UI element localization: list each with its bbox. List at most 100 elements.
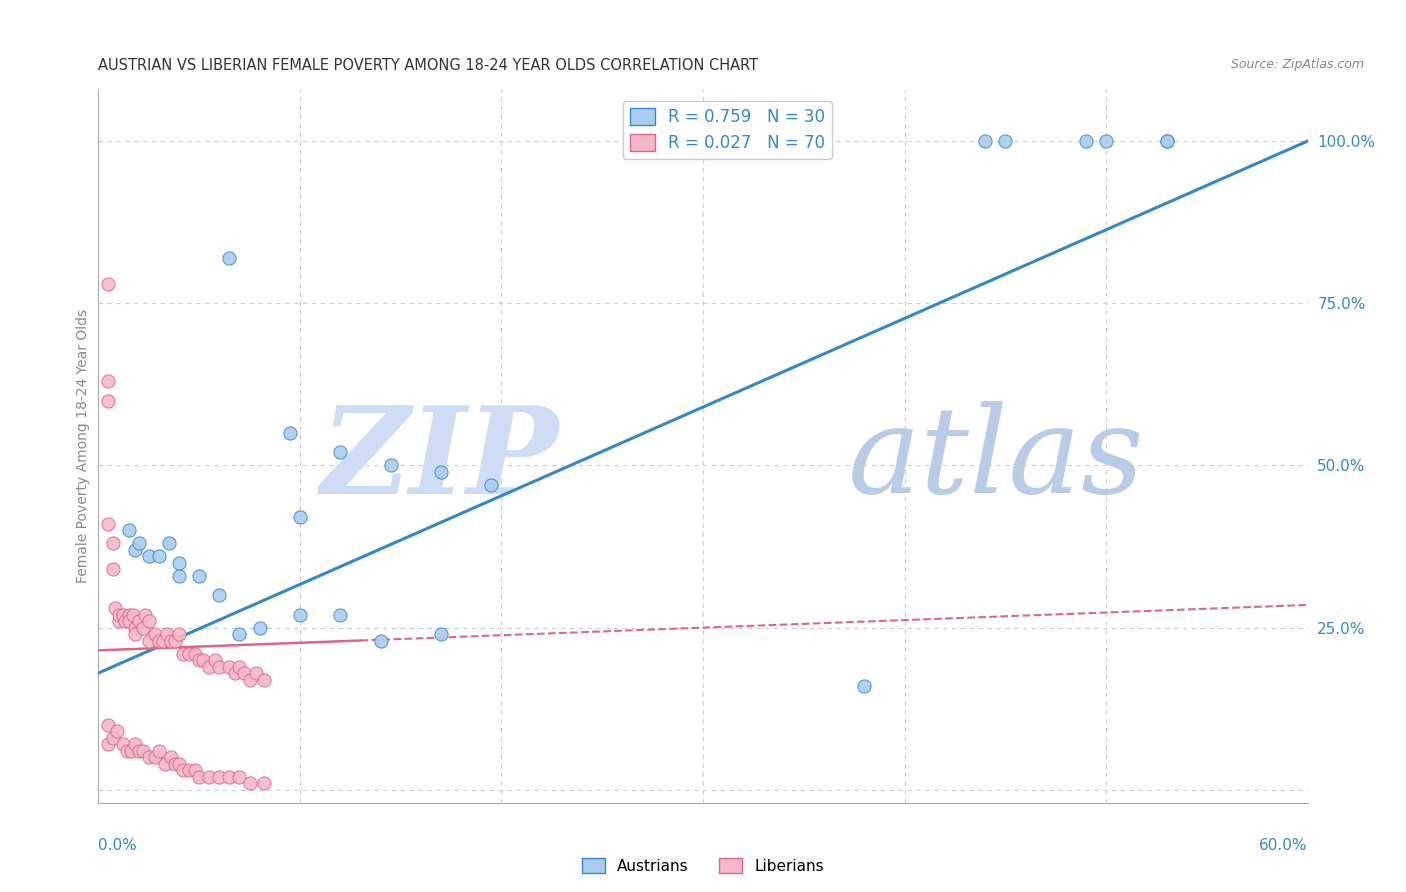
Point (138, 750, 160, 764)
Point (188, 653, 211, 667)
Point (97, 277, 120, 291)
Point (101, 731, 124, 745)
Point (163, 633, 186, 648)
Point (114, 614, 136, 628)
Point (188, 770, 211, 784)
Point (111, 607, 134, 622)
Point (198, 770, 221, 784)
Point (218, 659, 240, 673)
Point (148, 744, 170, 758)
Point (160, 750, 183, 764)
Legend: R = 0.759   N = 30, R = 0.027   N = 70: R = 0.759 N = 30, R = 0.027 N = 70 (623, 101, 831, 159)
Point (380, 458, 402, 473)
Text: atlas: atlas (848, 401, 1144, 519)
Text: AUSTRIAN VS LIBERIAN FEMALE POVERTY AMONG 18-24 YEAR OLDS CORRELATION CHART: AUSTRIAN VS LIBERIAN FEMALE POVERTY AMON… (98, 58, 759, 73)
Point (160, 633, 183, 648)
Point (1156, 134, 1178, 148)
Point (134, 607, 156, 622)
Point (994, 134, 1017, 148)
Point (167, 627, 190, 641)
Point (132, 744, 155, 758)
Point (329, 607, 352, 622)
Point (179, 764, 201, 778)
Point (143, 750, 166, 764)
Text: 0.0%: 0.0% (98, 838, 138, 854)
Point (172, 764, 194, 778)
Point (184, 764, 207, 778)
Point (430, 465, 453, 479)
Point (121, 607, 143, 622)
Point (232, 666, 254, 681)
Point (153, 756, 176, 771)
Point (124, 627, 146, 641)
Point (224, 666, 246, 681)
Point (115, 744, 138, 758)
Point (152, 633, 174, 648)
Point (97, 718, 120, 732)
Legend: Austrians, Liberians: Austrians, Liberians (576, 852, 830, 880)
Point (118, 524, 141, 538)
Point (97, 393, 120, 408)
Point (288, 510, 311, 524)
Point (124, 621, 146, 635)
Point (97, 738, 120, 752)
Point (97, 374, 120, 388)
Point (124, 738, 146, 752)
Point (249, 621, 271, 635)
Point (253, 776, 276, 790)
Point (253, 673, 276, 687)
Point (239, 673, 262, 687)
Point (208, 659, 231, 673)
Point (124, 542, 146, 557)
Point (430, 627, 453, 641)
Point (143, 627, 166, 641)
Point (172, 647, 194, 661)
Point (204, 653, 226, 667)
Text: 60.0%: 60.0% (1260, 838, 1308, 854)
Point (167, 556, 190, 570)
Point (278, 425, 301, 440)
Point (118, 607, 141, 622)
Point (128, 744, 150, 758)
Text: ZIP: ZIP (319, 401, 558, 519)
Point (118, 614, 141, 628)
Point (138, 614, 160, 628)
Point (157, 536, 180, 550)
Point (184, 647, 207, 661)
Point (179, 647, 201, 661)
Point (163, 756, 186, 771)
Point (1074, 134, 1097, 148)
Point (218, 770, 240, 784)
Point (228, 627, 250, 641)
Point (974, 134, 997, 148)
Point (105, 724, 128, 739)
Point (111, 738, 134, 752)
Point (288, 607, 311, 622)
Point (132, 621, 155, 635)
Point (188, 568, 211, 582)
Point (1095, 134, 1118, 148)
Point (218, 251, 240, 265)
Point (228, 770, 250, 784)
Point (208, 588, 231, 602)
Point (107, 614, 129, 628)
Point (97, 516, 120, 531)
Point (167, 756, 190, 771)
Point (245, 666, 267, 681)
Point (101, 536, 124, 550)
Point (138, 549, 160, 564)
Point (208, 770, 231, 784)
Y-axis label: Female Poverty Among 18-24 Year Olds: Female Poverty Among 18-24 Year Olds (76, 309, 90, 583)
Point (1156, 134, 1178, 148)
Point (329, 445, 352, 459)
Point (853, 679, 876, 693)
Point (239, 776, 262, 790)
Point (148, 549, 170, 564)
Point (101, 562, 124, 576)
Point (107, 607, 129, 622)
Point (228, 659, 250, 673)
Point (138, 633, 160, 648)
Point (148, 633, 170, 648)
Point (481, 478, 503, 492)
Point (120, 744, 142, 758)
